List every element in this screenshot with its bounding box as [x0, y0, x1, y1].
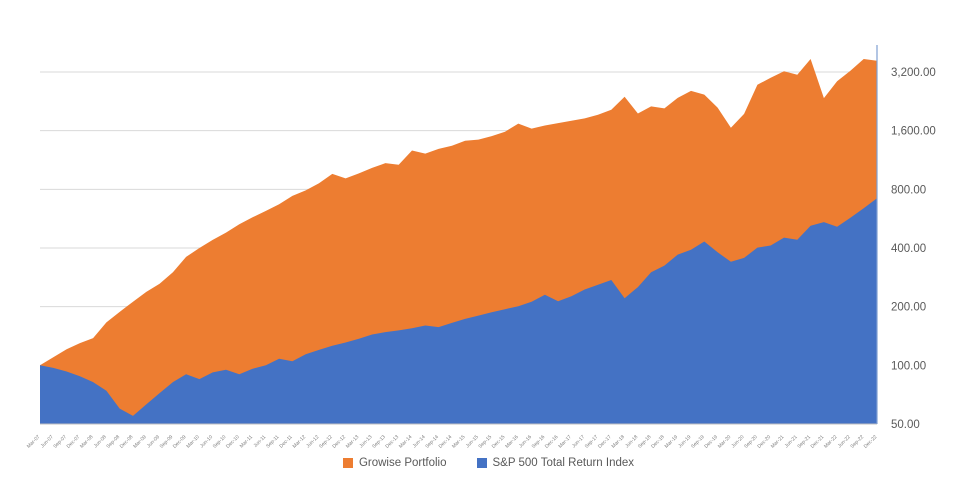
x-axis-label: Mar-15	[451, 434, 467, 450]
x-axis-label: Mar-21	[770, 434, 786, 450]
x-axis-label: Mar-19	[664, 434, 680, 450]
x-axis-label: Mar-16	[504, 434, 520, 450]
x-axis-label: Dec-18	[650, 434, 666, 450]
x-axis-label: Dec-13	[384, 434, 400, 450]
x-axis-label: Sep-13	[371, 434, 387, 450]
x-axis-label: Mar-10	[185, 434, 201, 450]
y-axis-label: 200.00	[891, 302, 926, 314]
y-axis-label: 800.00	[891, 184, 926, 196]
x-axis-label: Mar-11	[239, 434, 254, 449]
x-axis-label: Mar-13	[345, 434, 361, 450]
x-axis-label: Sep-19	[690, 434, 706, 450]
legend-label-growise: Growise Portfolio	[358, 457, 447, 469]
x-axis-label: Dec-21	[810, 434, 826, 450]
x-axis-label: Mar-20	[717, 434, 733, 450]
x-axis-label: Dec-09	[172, 434, 188, 450]
x-axis-label: Mar-14	[398, 434, 414, 450]
series-area-sp500	[40, 198, 877, 424]
x-axis-label: Sep-11	[265, 434, 281, 450]
x-axis-label: Dec-16	[544, 434, 560, 450]
x-axis-label: Sep-22	[849, 434, 865, 450]
y-axis-label: 400.00	[891, 243, 926, 255]
x-axis-label: Dec-12	[331, 434, 347, 450]
y-axis-label: 100.00	[891, 360, 926, 372]
x-axis-label: Sep-10	[212, 434, 228, 450]
x-axis-label: Mar-22	[823, 434, 839, 450]
y-axis-label: 50.00	[891, 419, 920, 431]
x-axis-label: Mar-08	[79, 434, 95, 450]
x-axis-label: Mar-07	[26, 434, 42, 450]
legend-swatch-sp500	[476, 458, 487, 468]
x-axis-label: Sep-16	[531, 434, 547, 450]
x-axis-label: Mar-18	[611, 434, 627, 450]
x-axis-label: Dec-08	[119, 434, 135, 450]
legend: Growise Portfolio S&P 500 Total Return I…	[0, 457, 977, 469]
y-axis-label: 3,200.00	[891, 67, 936, 79]
x-axis-label: Dec-22	[863, 434, 879, 450]
x-axis-label: Dec-07	[66, 434, 82, 450]
x-axis-label: Sep-08	[105, 434, 121, 450]
x-axis-label: Sep-14	[424, 434, 440, 450]
x-axis-label: Dec-10	[225, 434, 241, 450]
x-axis-label: Sep-17	[584, 434, 600, 450]
x-axis-label: Sep-15	[477, 434, 493, 450]
x-axis-label: Sep-20	[743, 434, 759, 450]
x-axis-label: Sep-18	[637, 434, 653, 450]
x-axis-label: Dec-19	[703, 434, 719, 450]
legend-item-sp500: S&P 500 Total Return Index	[476, 457, 635, 469]
x-axis-label: Dec-11	[278, 434, 294, 450]
x-axis-label: Dec-15	[491, 434, 507, 450]
x-axis-label: Sep-12	[318, 434, 334, 450]
x-axis-label: Sep-07	[52, 434, 68, 450]
legend-swatch-growise	[342, 458, 353, 468]
x-axis-label: Dec-14	[438, 434, 454, 450]
x-axis-label: Sep-21	[796, 434, 812, 450]
x-axis-label: Mar-17	[557, 434, 573, 450]
x-axis-label: Mar-09	[132, 434, 148, 450]
legend-label-sp500: S&P 500 Total Return Index	[492, 457, 635, 469]
y-axis-label: 1,600.00	[891, 126, 936, 138]
x-axis-label: Dec-17	[597, 434, 613, 450]
x-axis-label: Sep-09	[159, 434, 175, 450]
x-axis-label: Mar-12	[292, 434, 308, 450]
legend-item-growise: Growise Portfolio	[342, 457, 447, 469]
x-axis-label: Dec-20	[756, 434, 772, 450]
